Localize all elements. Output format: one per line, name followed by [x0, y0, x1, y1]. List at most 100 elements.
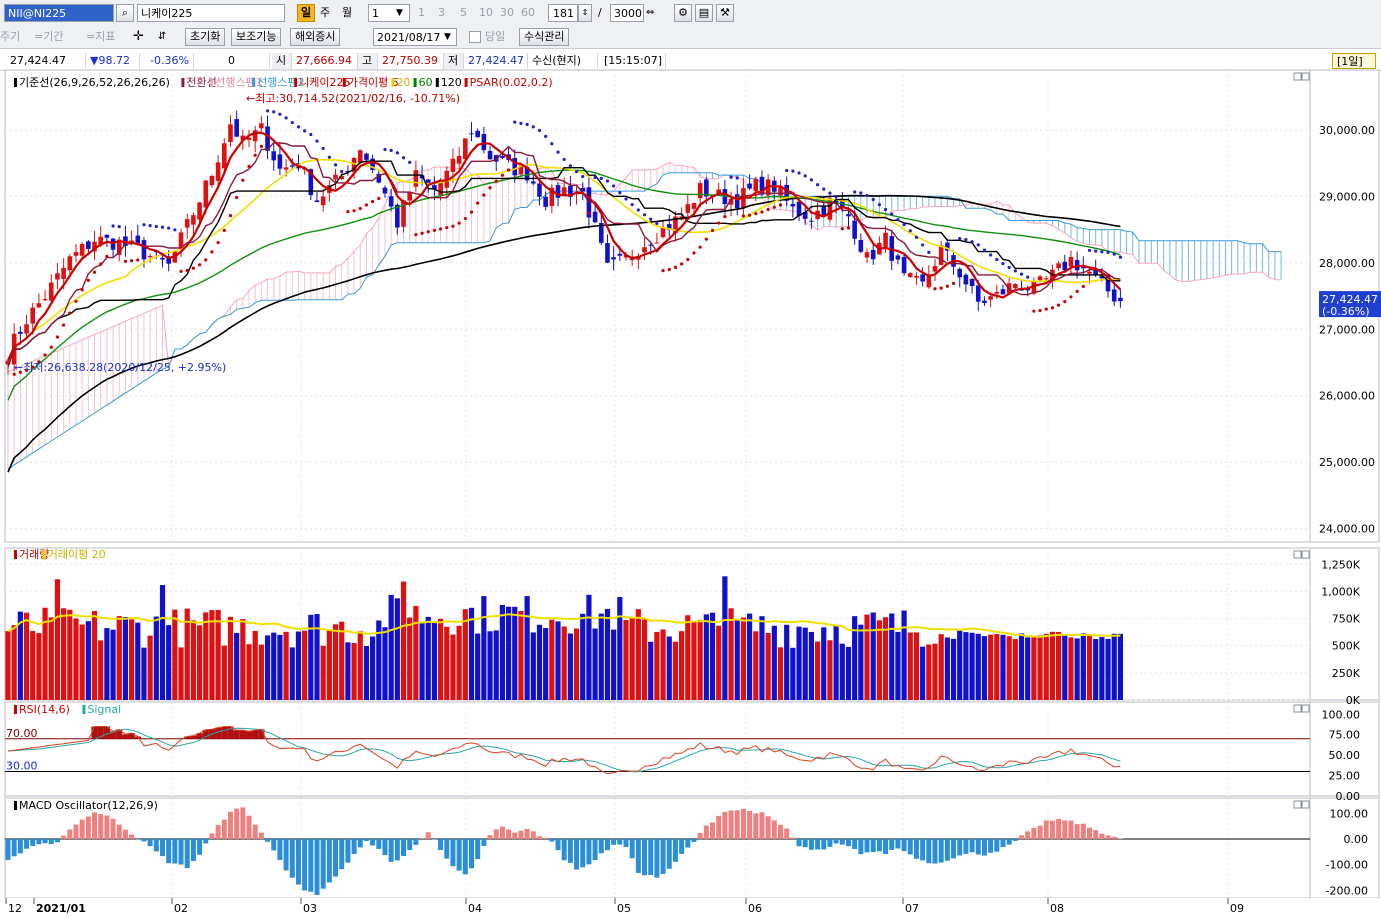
psar-dot — [92, 270, 97, 274]
volume-bar — [679, 631, 685, 700]
legend-main-swatch — [413, 78, 417, 87]
symbol-name-field[interactable]: 니케이225 — [137, 4, 285, 22]
x-axis-label: 06 — [748, 902, 762, 915]
interval-select[interactable]: 1 — [368, 4, 410, 22]
axis-panel-main — [1309, 69, 1380, 543]
foreign-market-button[interactable]: 해외증시 — [290, 28, 341, 46]
psar-dot — [537, 128, 542, 132]
macd-bar — [122, 829, 128, 840]
psar-dot — [976, 243, 980, 247]
volume-bar — [314, 614, 320, 700]
macd-bar — [419, 838, 425, 840]
bar-count-stepper[interactable]: ⇕ — [578, 4, 592, 22]
psar-dot — [599, 176, 603, 180]
candle-body — [568, 185, 573, 197]
interval-option-1[interactable]: 1 — [418, 6, 425, 19]
macd-bar — [326, 839, 332, 883]
candle-body — [611, 257, 616, 260]
period-unit-badge[interactable]: [1일] — [1332, 53, 1376, 69]
candle-body — [178, 232, 184, 249]
legend-main-swatch — [14, 78, 17, 87]
receive-mode[interactable]: 수신(현지) — [528, 53, 598, 69]
volume-bar — [17, 611, 23, 700]
volume-bar — [852, 616, 858, 700]
psar-dot — [989, 253, 993, 257]
open-label: 시 — [272, 53, 292, 69]
interval-option-3[interactable]: 3 — [438, 6, 445, 19]
reset-button[interactable]: 초기화 — [185, 28, 226, 46]
today-checkbox[interactable] — [469, 31, 481, 43]
symbol-code-select[interactable]: NII@NI225 — [4, 4, 114, 22]
macd-bar — [1074, 824, 1080, 840]
scroll-icon[interactable]: ⇵ — [158, 31, 167, 42]
candle-body — [73, 252, 79, 256]
date-select[interactable]: 2021/08/17 — [373, 28, 457, 46]
volume-bar — [295, 631, 302, 700]
rsi-y-tick-label: 0.00 — [1336, 790, 1361, 803]
volume-bar — [907, 632, 913, 700]
period-month-button[interactable]: 월 — [342, 6, 353, 19]
change-percent: -0.36% — [140, 53, 194, 69]
volume-bar — [1117, 633, 1123, 700]
aux-function-button[interactable]: 보조기능 — [231, 28, 282, 46]
step-arrows-icon[interactable]: ⇔ — [646, 7, 655, 18]
interval-option-60[interactable]: 60 — [521, 6, 535, 19]
indicator-label[interactable]: =지표 — [86, 30, 116, 43]
macd-bar — [450, 839, 456, 867]
save-icon[interactable]: ▤ — [695, 4, 713, 22]
volume-bar — [648, 641, 654, 700]
crosshair-icon[interactable]: ✛ — [133, 29, 144, 44]
macd-bar — [604, 839, 610, 851]
volume-bar — [685, 615, 691, 700]
macd-bar — [295, 839, 301, 885]
rsi-upper-label: 70.00 — [6, 727, 38, 740]
volume-bar — [858, 624, 864, 700]
bar-total-field[interactable]: 3000 — [610, 4, 644, 22]
volume-bar — [555, 621, 561, 700]
interval-option-5[interactable]: 5 — [460, 6, 467, 19]
legend-rsi-item: Signal — [87, 703, 121, 716]
psar-dot — [49, 345, 53, 349]
candle-body — [784, 184, 789, 201]
volume-bar — [1043, 633, 1049, 700]
chevron-down-icon[interactable]: ▼ — [396, 8, 403, 18]
date-chevron-icon[interactable]: ▼ — [444, 32, 451, 42]
bar-count-field[interactable]: 181 — [548, 4, 578, 22]
macd-y-tick-label: 0.00 — [1344, 833, 1369, 846]
period-week-button[interactable]: 주 — [320, 6, 331, 19]
psar-dot — [661, 268, 665, 273]
psar-dot — [692, 251, 696, 255]
tools-icon[interactable]: ⚒ — [716, 4, 734, 22]
psar-dot — [1112, 252, 1116, 256]
macd-y-tick-label: -100.00 — [1326, 859, 1368, 872]
volume-bar — [1031, 637, 1037, 700]
psar-dot — [1001, 262, 1005, 266]
psar-dot — [358, 206, 362, 211]
interval-option-10[interactable]: 10 — [479, 6, 493, 19]
psar-dot — [432, 228, 437, 232]
candle-body — [265, 126, 270, 151]
search-icon[interactable]: ⌕ — [116, 4, 134, 22]
period-label[interactable]: 주기 — [0, 30, 21, 43]
macd-bar — [870, 839, 876, 853]
macd-bar — [215, 825, 221, 840]
macd-bar — [1080, 823, 1086, 840]
psar-dot — [859, 191, 863, 195]
volume-bar — [438, 618, 444, 700]
macd-bar — [889, 839, 895, 850]
psar-dot — [1118, 255, 1122, 259]
macd-bar — [932, 839, 938, 864]
volume-bar — [264, 635, 271, 700]
macd-bar — [988, 839, 994, 853]
formula-manage-button[interactable]: 수식관리 — [519, 28, 570, 46]
period-day-button[interactable]: 일 — [297, 4, 315, 22]
candle-body — [36, 303, 42, 308]
range-label[interactable]: =기간 — [34, 30, 64, 43]
psar-dot — [18, 370, 22, 374]
panel-rsi — [4, 701, 1311, 797]
gear-icon[interactable]: ⚙ — [674, 4, 692, 22]
candle-body — [1037, 276, 1043, 281]
volume-bar — [697, 619, 703, 700]
interval-option-30[interactable]: 30 — [500, 6, 514, 19]
